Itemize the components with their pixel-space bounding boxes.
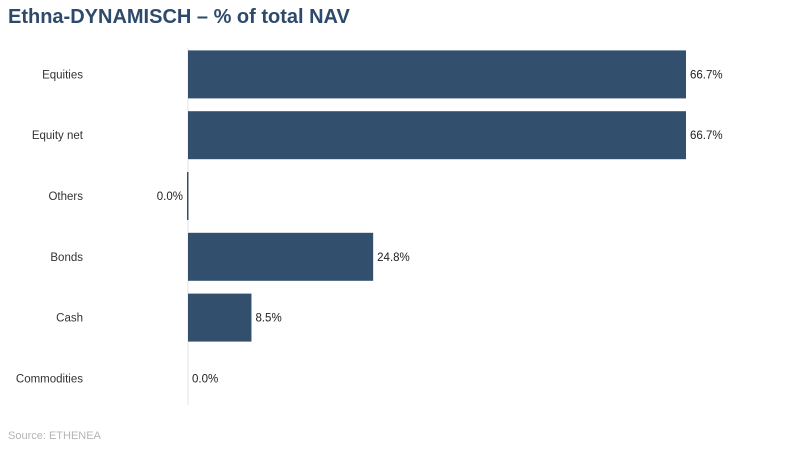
bar-4 bbox=[188, 293, 252, 342]
data-label-3: 24.8% bbox=[377, 252, 410, 264]
chart-title: Ethna-DYNAMISCH – % of total NAV bbox=[8, 6, 350, 28]
data-label-5: 0.0% bbox=[192, 373, 218, 385]
data-label-4: 8.5% bbox=[255, 313, 281, 325]
bar-0 bbox=[188, 50, 686, 99]
bar-1 bbox=[188, 111, 686, 160]
bar-2 bbox=[187, 172, 189, 220]
source-note: Source: ETHENEA bbox=[8, 430, 101, 442]
data-label-2: 0.0% bbox=[157, 191, 183, 203]
category-label-4: Cash bbox=[56, 313, 83, 325]
category-label-1: Equity net bbox=[32, 130, 84, 142]
category-label-0: Equities bbox=[42, 69, 83, 81]
data-label-1: 66.7% bbox=[690, 130, 723, 142]
category-label-3: Bonds bbox=[50, 252, 83, 264]
data-label-0: 66.7% bbox=[690, 69, 723, 81]
bar-3 bbox=[188, 232, 374, 281]
category-label-5: Commodities bbox=[16, 373, 83, 385]
category-label-2: Others bbox=[48, 191, 83, 203]
